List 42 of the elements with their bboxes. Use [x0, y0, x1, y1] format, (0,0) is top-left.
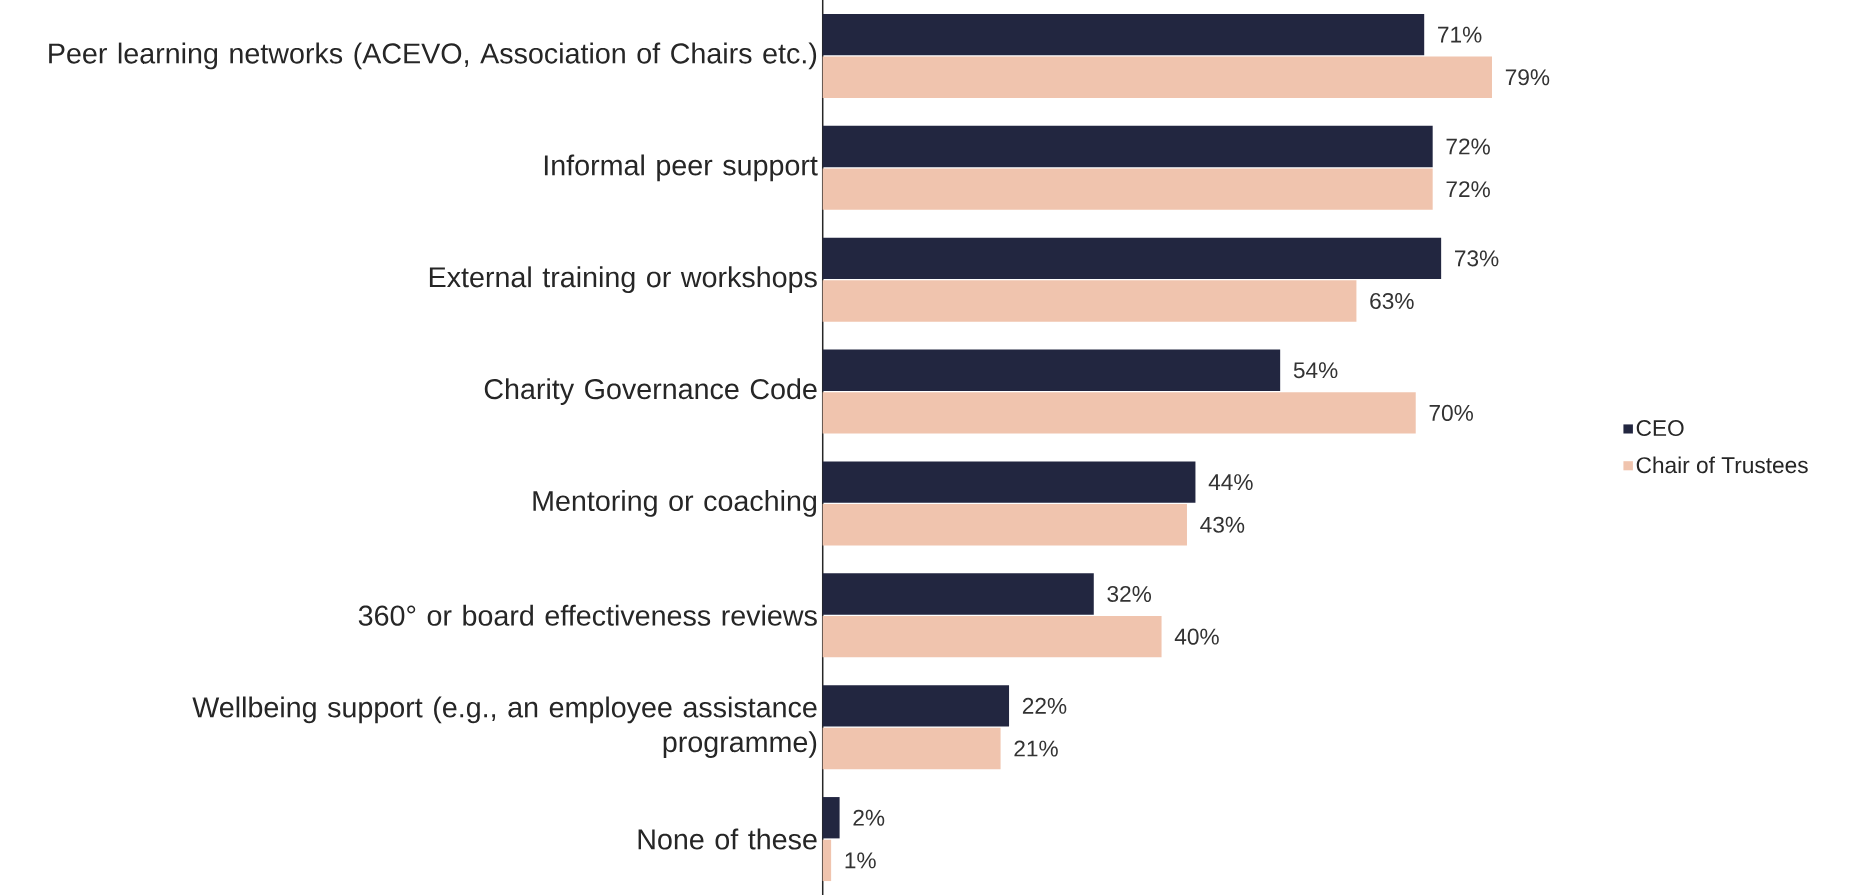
y-tick-label: Wellbeing support (e.g., an employee assistance programme)	[192, 696, 817, 758]
bar	[822, 125, 1433, 168]
data-label: 1%	[845, 852, 876, 869]
data-label: 72%	[1446, 138, 1490, 155]
data-label: 32%	[1107, 585, 1152, 603]
data-label: 70%	[1429, 404, 1473, 421]
bar	[822, 573, 1094, 615]
bar	[822, 615, 1162, 658]
data-label: 73%	[1455, 250, 1499, 267]
bar	[822, 392, 1416, 434]
bar	[822, 280, 1357, 322]
bar	[822, 504, 1187, 546]
bar	[822, 168, 1433, 210]
bar	[822, 56, 1492, 98]
data-label: 54%	[1293, 362, 1338, 379]
data-label: 72%	[1446, 181, 1490, 198]
data-label: 79%	[1505, 69, 1550, 86]
legend-label: Chair of Trustees	[1636, 456, 1808, 474]
bar	[822, 13, 1425, 56]
y-tick-label: None of these	[638, 828, 817, 850]
legend-label: CEO	[1636, 420, 1684, 437]
y-tick-label: Peer learning networks (ACEVO, Association of Chairs etc.)	[49, 42, 817, 70]
bar	[822, 797, 840, 839]
bar	[822, 349, 1281, 391]
data-label: 43%	[1200, 516, 1245, 533]
y-tick-label: Charity Governance Code	[484, 378, 817, 405]
bar	[822, 461, 1196, 503]
y-tick-label: External training or workshops	[429, 266, 817, 294]
data-label: 22%	[1022, 697, 1067, 714]
y-tick-label: Mentoring or coaching	[533, 490, 817, 517]
data-label: 2%	[853, 809, 885, 826]
data-label: 63%	[1370, 293, 1414, 310]
bar	[822, 727, 1001, 770]
data-label: 21%	[1014, 740, 1058, 757]
y-tick-label: 360° or board effectiveness reviews	[358, 604, 817, 626]
y-tick-label: Informal peer support	[544, 154, 818, 182]
data-label: 44%	[1208, 474, 1253, 491]
data-label: 40%	[1174, 628, 1219, 645]
bar	[822, 839, 832, 882]
bar	[822, 237, 1442, 280]
data-label: 71%	[1438, 26, 1482, 43]
bar	[822, 685, 1010, 727]
